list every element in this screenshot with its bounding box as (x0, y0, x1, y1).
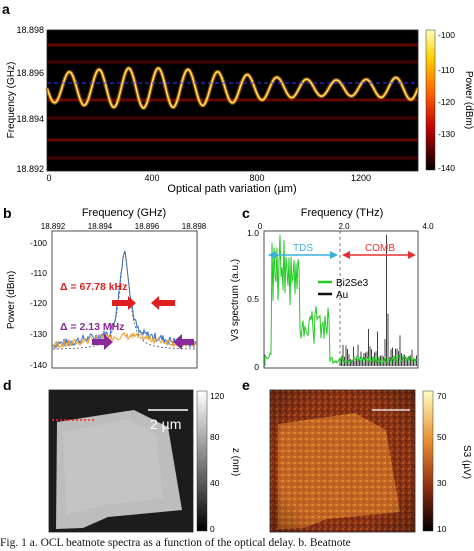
figure: a 18.898 18.896 18.894 18.892 Frequency … (2, 1, 474, 534)
arrow-left-red (151, 296, 175, 310)
ytick-b-2: -120 (30, 298, 47, 308)
image-frame-d (48, 389, 194, 533)
colorbar-d (196, 390, 208, 532)
cbar-e-tick-3: 10 (437, 524, 447, 534)
spectrum-bi2se3 (264, 234, 418, 366)
spectrogram-ridge (47, 60, 418, 64)
ylabel-a: Frequency (GHz) (6, 62, 17, 139)
flake-center (63, 419, 163, 515)
cbar-e-tick-0: 70 (437, 391, 447, 401)
panel-letter-d: d (3, 377, 12, 393)
xtick-a-0: 0 (46, 173, 51, 183)
spectrogram-ridge (47, 138, 418, 142)
cbar-e-tick-1: 50 (437, 432, 447, 442)
spectrum-orange (52, 331, 197, 349)
xtick-c-2: 4.0 (422, 222, 434, 231)
panel-letter-c: c (242, 205, 250, 221)
xtick-b-0: 18.892 (41, 222, 66, 231)
legend-au: Au (336, 290, 348, 301)
cbar-d-tick-1: 80 (210, 432, 220, 442)
xlabel-b: Frequency (GHz) (82, 207, 166, 219)
cbar-d-label: z (nm) (230, 448, 241, 476)
cbar-a-tick-4: -140 (438, 163, 455, 173)
ytick-c-1: 0.5 (247, 294, 259, 304)
xtick-b-2: 18.896 (135, 222, 160, 231)
scalebar-d-label: 2 µm (150, 416, 181, 432)
linewidth-mhz-label: Δ = 2.13 MHz (60, 321, 124, 333)
arrow-left-purple (173, 334, 194, 350)
plot-frame-a (46, 29, 419, 172)
comb-arrowhead-right (408, 251, 416, 259)
xtick-a-3: 1200 (351, 173, 371, 183)
cbar-a-label: Power (dBm) (463, 71, 474, 129)
spectrogram-ridge (47, 43, 418, 47)
arrow-right-purple (92, 334, 113, 350)
ylabel-b: Power (dBm) (6, 271, 17, 329)
cbar-d-tick-3: 0 (210, 524, 215, 534)
figure-caption: Fig. 1 a. OCL beatnote spectra as a func… (0, 537, 351, 549)
xtick-a-1: 400 (144, 173, 159, 183)
cbar-e-label: S3 (µV) (461, 445, 472, 479)
colorbar-e (422, 390, 434, 532)
xtick-a-2: 800 (249, 173, 264, 183)
ytick-b-0: -100 (30, 238, 47, 248)
cbar-d-tick-0: 120 (210, 391, 224, 401)
colorbar-a (425, 29, 436, 171)
panel-letter-a: a (2, 1, 10, 17)
ytick-a-3: 18.892 (16, 164, 44, 174)
ytick-b-1: -110 (31, 268, 48, 278)
spectrogram-ridge (47, 116, 418, 120)
legend-bi2se3: Bi2Se3 (336, 278, 369, 289)
image-frame-e (269, 389, 416, 533)
xtick-c-0: 0 (258, 222, 263, 231)
ylabel-c: V3 spectrum (a.u.) (230, 259, 241, 341)
comb-arrowhead-left (342, 251, 350, 259)
ytick-b-3: -130 (30, 329, 47, 339)
xtick-b-3: 18.898 (182, 222, 207, 231)
ytick-a-1: 18.896 (16, 68, 44, 78)
panel-d: d 2 µm 120 80 40 0 z (nm) (3, 377, 241, 534)
xtick-b-1: 18.894 (88, 222, 113, 231)
panel-b: b Frequency (GHz) 18.892 18.894 18.896 1… (3, 205, 207, 370)
panel-e: e 70 50 30 10 S3 (µV) (242, 377, 472, 534)
cbar-a-tick-3: -130 (438, 129, 455, 139)
cbar-a-tick-2: -120 (438, 97, 455, 107)
comb-label: COMB (365, 243, 395, 254)
tds-arrowhead-left (268, 251, 276, 259)
xlabel-c: Frequency (THz) (301, 207, 384, 219)
cbar-a-tick-1: -110 (438, 65, 455, 75)
panel-letter-e: e (242, 377, 250, 393)
panel-c: c Frequency (THz) 0 2.0 4.0 TDS COMB Bi2… (230, 205, 434, 372)
xlabel-a: Optical path variation (µm) (167, 183, 296, 195)
linewidth-khz-label: Δ = 67.78 kHz (60, 281, 127, 293)
cbar-a-tick-0: -100 (438, 30, 455, 40)
tds-label: TDS (293, 243, 313, 254)
panel-a: a 18.898 18.896 18.894 18.892 Frequency … (2, 1, 474, 195)
panel-letter-b: b (3, 205, 12, 221)
tds-arrowhead-right (330, 251, 338, 259)
image-vignette (270, 390, 415, 532)
cbar-e-tick-2: 30 (437, 478, 447, 488)
spectrogram-ridge (47, 98, 418, 102)
xtick-c-1: 2.0 (338, 222, 350, 231)
spectrogram-ridges (47, 43, 418, 160)
ytick-c-2: 0 (254, 362, 259, 372)
lorentz-fit (52, 252, 197, 350)
arrow-right-red (112, 296, 136, 310)
beatnote-trace (46, 67, 419, 109)
ytick-c-0: 1.0 (247, 228, 259, 238)
cbar-d-tick-2: 40 (210, 478, 220, 488)
ytick-a-2: 18.894 (16, 114, 44, 124)
ytick-b-4: -140 (30, 360, 47, 370)
ytick-a-0: 18.898 (16, 25, 44, 35)
spectrogram-ridge (47, 156, 418, 160)
